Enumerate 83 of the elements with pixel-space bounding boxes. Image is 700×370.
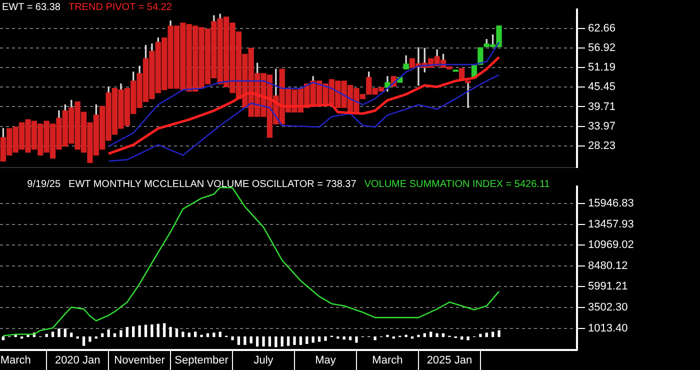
candlestick — [465, 80, 471, 108]
chart-title: EWT = 63.38 — [2, 2, 60, 13]
text: EWT MONTHLY MCCLELLAN VOLUME OSCILLATOR = 738.37 — [68, 179, 356, 190]
bar — [312, 336, 314, 343]
y-tick-label: 15946.83 — [588, 198, 634, 210]
bar — [299, 336, 302, 345]
bar — [355, 336, 358, 343]
bar — [417, 334, 420, 338]
x-tick-label: July — [254, 354, 274, 367]
bar — [212, 332, 216, 338]
y-tick-label: 51.19 — [588, 62, 616, 74]
bar — [26, 334, 30, 338]
bar — [200, 334, 203, 338]
x-tick-label: May — [315, 354, 336, 367]
bar — [250, 336, 252, 344]
text: TREND PIVOT = 54.22 — [68, 2, 172, 13]
bar — [82, 336, 86, 346]
x-tick-label: March — [0, 354, 31, 367]
bar — [88, 336, 92, 342]
bar — [324, 336, 327, 341]
bar — [120, 330, 122, 338]
y-tick-label: 3502.30 — [588, 302, 628, 314]
bar — [466, 336, 470, 340]
bar — [492, 332, 494, 338]
bar — [175, 328, 178, 338]
bar — [182, 332, 184, 338]
bar — [386, 334, 389, 338]
bar — [318, 336, 321, 342]
bar — [237, 336, 240, 345]
bar — [374, 336, 376, 340]
bar — [498, 330, 500, 338]
y-tick-label: 13457.93 — [588, 218, 634, 230]
y-tick-label: 39.71 — [588, 100, 616, 113]
y-tick-label: 28.23 — [588, 140, 616, 152]
bar — [144, 324, 148, 338]
bar — [163, 323, 166, 338]
bar — [280, 336, 284, 347]
bar — [244, 336, 246, 345]
y-tick-label: 62.66 — [588, 22, 616, 34]
bar — [188, 332, 190, 338]
bar — [194, 332, 197, 338]
y-tick-label: 5991.21 — [588, 280, 628, 293]
candlestick — [403, 55, 409, 70]
y-tick-label: 33.97 — [588, 120, 616, 132]
bar — [262, 336, 265, 347]
bar — [169, 326, 172, 338]
bar — [64, 328, 67, 338]
bar — [150, 324, 154, 338]
y-tick-label: 56.92 — [588, 42, 616, 54]
bar — [306, 336, 308, 344]
bar — [132, 326, 135, 338]
y-tick-label: 45.45 — [588, 81, 616, 94]
text: VOLUME SUMMATION INDEX = 5426.11 — [364, 179, 550, 190]
bar — [430, 332, 432, 338]
bar — [218, 332, 222, 338]
chart-title: 9/19/25 — [27, 179, 61, 190]
y-tick-label: 1013.40 — [588, 322, 628, 334]
bar — [404, 334, 408, 338]
y-tick-label: 8480.12 — [588, 260, 628, 272]
bar — [156, 324, 160, 338]
bar — [58, 328, 60, 338]
bar — [274, 336, 278, 348]
bar — [485, 332, 488, 338]
y-tick-label: 10969.02 — [588, 239, 634, 252]
bar — [231, 336, 234, 340]
x-tick-label: 2025 Jan — [426, 354, 472, 367]
bar — [138, 325, 141, 338]
bar — [107, 329, 110, 338]
bar — [256, 336, 259, 347]
candlestick — [478, 47, 484, 65]
bar — [268, 336, 272, 347]
bar — [479, 334, 482, 338]
bar — [286, 336, 290, 346]
x-tick-label: March — [372, 354, 403, 367]
x-tick-label: 2020 Jan — [54, 354, 100, 367]
bar — [436, 333, 438, 338]
bar — [293, 336, 296, 345]
bar — [76, 336, 79, 339]
bar — [70, 332, 73, 338]
bar — [51, 332, 54, 338]
x-tick-label: September — [174, 354, 229, 367]
bar — [126, 326, 128, 338]
x-tick-label: November — [114, 354, 166, 367]
